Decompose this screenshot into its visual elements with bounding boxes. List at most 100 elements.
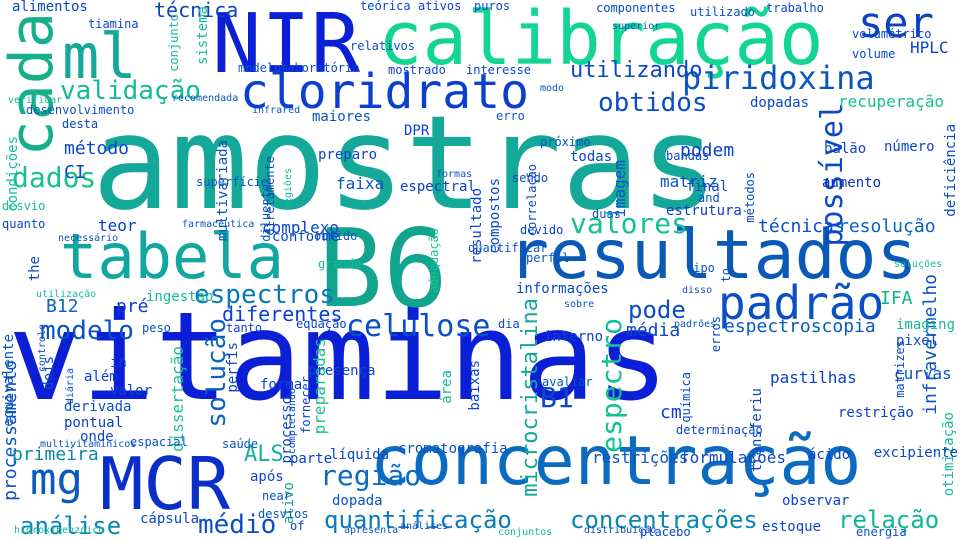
cloud-word: balão — [824, 141, 867, 157]
cloud-word: matriz — [660, 172, 718, 191]
cloud-word: utilizado — [690, 5, 756, 19]
cloud-word: número — [884, 139, 935, 155]
cloud-word: padrões — [674, 319, 717, 330]
cloud-word: maiores — [312, 109, 372, 125]
cloud-word: superior — [612, 21, 661, 32]
cloud-word: modelos — [238, 61, 289, 75]
cloud-word: NIR — [212, 0, 361, 92]
cloud-word: teórica — [360, 0, 411, 13]
cloud-word: volume — [852, 47, 896, 61]
cloud-word: estrutura — [666, 203, 742, 219]
cloud-word: sobre — [564, 299, 595, 310]
cloud-word: primeira — [12, 444, 99, 465]
cloud-word: aumento — [822, 175, 882, 191]
cloud-word: near — [262, 489, 291, 503]
cloud-word: avaliar — [542, 375, 593, 389]
cloud-word: espectral — [400, 179, 476, 195]
cloud-word: faixa — [336, 174, 385, 193]
cloud-word: diferentes — [222, 302, 343, 326]
cloud-word: modo — [540, 83, 565, 94]
cloud-word: resolução — [838, 216, 936, 237]
cloud-word: média — [626, 320, 681, 341]
cloud-word: IFA — [880, 288, 913, 309]
cloud-word: padrão — [718, 276, 885, 330]
cloud-word: pixel — [896, 333, 939, 349]
cloud-word: recuperação — [838, 92, 944, 111]
cloud-word: após — [250, 469, 284, 485]
cloud-word: microcristalina — [518, 298, 543, 497]
cloud-word: puros — [474, 0, 511, 13]
cloud-word: quantificar — [468, 241, 548, 255]
cloud-word: cápsula — [140, 511, 200, 527]
cloud-word: mostrado — [388, 63, 446, 77]
cloud-word: mg — [30, 454, 83, 505]
cloud-word: sistema — [195, 6, 211, 66]
cloud-word: final — [686, 179, 729, 195]
cloud-word: and — [698, 191, 720, 205]
cloud-word: dopadas — [750, 95, 810, 111]
cloud-word: presença — [308, 363, 376, 379]
cloud-word: ALS — [244, 442, 284, 467]
cloud-word: conforme — [272, 229, 340, 245]
cloud-word: imaging — [896, 317, 956, 333]
cloud-word: ml — [62, 20, 137, 93]
cloud-word: cada — [0, 12, 67, 157]
cloud-word: área — [439, 370, 455, 404]
cloud-word: utilizando — [570, 58, 703, 83]
cloud-word: volumétrico — [852, 27, 932, 41]
cloud-word: relativos — [350, 39, 416, 53]
cloud-word: grande — [318, 257, 362, 271]
cloud-word: saúde — [222, 437, 259, 451]
cloud-word: vitaminas — [8, 286, 670, 428]
cloud-word: in — [110, 355, 127, 371]
cloud-word: determinação — [676, 423, 763, 437]
cloud-word: baixas — [467, 360, 483, 411]
cloud-word: espectros — [194, 280, 335, 310]
cloud-word: equivalente — [1, 334, 17, 427]
cloud-word: formas — [436, 169, 473, 180]
cloud-word: concentrações — [570, 506, 758, 534]
cloud-word: pré — [116, 296, 149, 317]
cloud-word: laboratório — [280, 61, 360, 75]
cloud-word: energia — [856, 525, 907, 539]
cloud-word: duas — [592, 207, 621, 221]
cloud-word: CI — [64, 162, 86, 183]
cloud-word: forma — [260, 377, 303, 393]
cloud-word: apresenta — [344, 525, 399, 536]
cloud-word: cm — [660, 402, 682, 423]
cloud-word: diretamente — [263, 156, 277, 236]
cloud-word: curvas — [894, 364, 952, 383]
cloud-word: preparadas — [310, 338, 329, 435]
cloud-word: validação — [60, 76, 201, 106]
cloud-word: bandas — [666, 149, 710, 163]
cloud-word: B1 — [540, 381, 574, 414]
cloud-word: médio — [198, 510, 277, 540]
cloud-word: infrared — [252, 105, 301, 116]
cloud-word: utilização — [36, 289, 97, 300]
cloud-word: componentes — [596, 1, 676, 15]
cloud-word: excipiente — [873, 445, 958, 461]
cloud-word: conjuntos — [498, 527, 553, 538]
cloud-word: interesse — [466, 63, 532, 77]
cloud-word: obtidos — [598, 88, 708, 118]
cloud-word: técnicas — [758, 216, 845, 237]
cloud-word: parte — [290, 451, 333, 467]
cloud-word: matrizes — [893, 340, 907, 398]
cloud-word: fornecer — [299, 376, 313, 434]
cloud-word: cromatografia — [398, 441, 508, 457]
cloud-word: valores — [570, 207, 689, 240]
cloud-word: B6 — [318, 207, 449, 332]
cloud-word: química — [679, 372, 693, 423]
cloud-word: métodos — [743, 172, 757, 223]
cloud-word: análise — [20, 512, 122, 540]
cloud-word: dados — [12, 161, 97, 194]
cloud-word: HPLC — [910, 38, 949, 57]
cloud-word: pode — [628, 296, 686, 324]
cloud-word: ativos — [418, 0, 462, 13]
cloud-word: além — [84, 369, 118, 385]
cloud-word: controle — [37, 324, 48, 373]
cloud-word: of — [290, 519, 305, 533]
cloud-word: dia — [498, 317, 520, 331]
cloud-word: quanto — [2, 217, 46, 231]
